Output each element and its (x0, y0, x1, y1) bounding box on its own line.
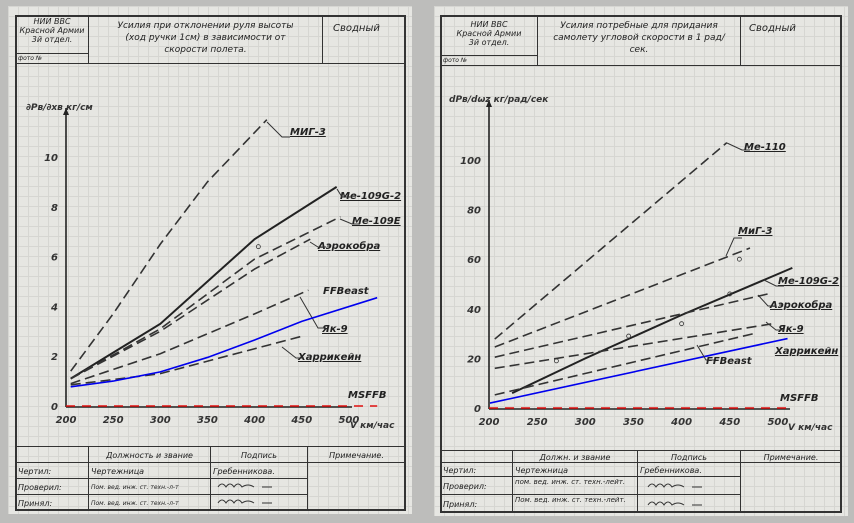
leader-line (757, 294, 776, 307)
y-tick-label: 2 (51, 352, 58, 363)
series-line (70, 296, 378, 388)
y-tick-label: 80 (467, 206, 481, 217)
data-point-marker (679, 321, 684, 327)
series-label: Харрикейн (774, 346, 838, 357)
series-line (489, 337, 788, 404)
org-line: НИИ ВВС (33, 17, 71, 26)
series-label: МИГ-3 (290, 127, 326, 138)
series-line (494, 142, 728, 340)
series-line (70, 216, 341, 380)
series-line (494, 292, 773, 358)
series-line (70, 289, 309, 385)
leader-line (765, 321, 784, 331)
x-tick-label: 350 (623, 417, 644, 428)
series-line (70, 186, 338, 380)
y-axis-arrow (63, 108, 69, 115)
x-tick-label: 300 (575, 417, 596, 428)
y-tick-label: 0 (51, 402, 58, 413)
x-tick-label: 500 (338, 415, 359, 426)
series-label: FFBeast (706, 356, 753, 367)
leader-line (336, 188, 350, 198)
left-sheet (8, 6, 412, 514)
data-point-marker (736, 256, 742, 262)
right-sheet (434, 6, 848, 516)
y-axis-label: dPв/dωz кг/рад/сек (449, 95, 549, 105)
y-tick-label: 8 (51, 203, 58, 214)
x-tick-label: 200 (56, 415, 77, 426)
leader-line (763, 279, 784, 287)
sheet-kind: Сводный (322, 15, 406, 64)
y-tick-label: 10 (44, 153, 58, 164)
x-tick-label: 450 (718, 417, 740, 428)
note-cell (740, 462, 842, 513)
data-point-marker (255, 244, 261, 250)
chart-2: 200 250 300 350 400 450 500 0 20 40 60 80 100 dPв/dωz… (449, 95, 839, 433)
leader-line (281, 346, 304, 359)
series-label: МиГ-3 (738, 226, 772, 237)
x-axis-label: V км/час (350, 421, 395, 431)
y-tick-label: 40 (466, 305, 481, 316)
series-label: MSFFB (348, 390, 386, 401)
signature-scribble (217, 483, 702, 506)
series-label: Аэрокобра (769, 299, 832, 311)
y-axis-arrow (486, 100, 492, 107)
org-line: 3й отдел. (31, 35, 73, 44)
y-tick-label: 0 (474, 404, 481, 415)
y-tick-label: 6 (51, 253, 58, 264)
x-tick-label: 250 (527, 417, 548, 428)
leader-line (299, 296, 326, 329)
y-tick-label: 60 (467, 255, 481, 266)
y-axis-label: ∂Pв/∂xв кг/см (26, 103, 93, 113)
x-tick-label: 450 (290, 415, 312, 426)
org-line: НИИ ВВС (470, 20, 508, 29)
note-cell (307, 462, 406, 511)
leader-line (725, 237, 742, 257)
x-axis-label: V км/час (788, 423, 833, 433)
sheet-kind: Сводный (740, 15, 842, 66)
series-label: Ме-109Е (352, 216, 401, 227)
series-label: FFBeast (323, 286, 370, 297)
series-line (494, 247, 751, 348)
org-line: Красной Армии (456, 29, 522, 38)
y-tick-label: 4 (50, 302, 58, 313)
chart-1: 200 250 300 350 400 450 500 0 2 4 6 8 10 ∂Pв/∂xв кг/с… (26, 103, 401, 431)
x-tick-label: 500 (767, 417, 788, 428)
series-label: Ме-109G-2 (778, 276, 839, 287)
series-label: Як-9 (777, 324, 804, 335)
x-tick-label: 200 (479, 417, 500, 428)
series-line (70, 238, 311, 380)
leader-line (339, 218, 360, 225)
series-label: Аэрокобра (317, 240, 380, 252)
x-tick-label: 250 (103, 415, 124, 426)
series-label: Ме-109G-2 (340, 191, 401, 202)
series-label: Харрикейн (297, 352, 361, 363)
leader-line (266, 121, 290, 138)
data-point-marker (727, 291, 733, 297)
y-tick-label: 20 (467, 354, 481, 365)
leader-line (696, 344, 714, 361)
org-line: 3й отдел. (468, 38, 510, 47)
series-label: Як-9 (321, 324, 348, 335)
series-line (511, 266, 793, 395)
org-line: Красной Армии (19, 26, 85, 35)
x-tick-label: 300 (150, 415, 171, 426)
x-tick-label: 400 (670, 417, 692, 428)
leader-line (309, 241, 326, 248)
series-line (70, 335, 302, 386)
data-point-marker (626, 333, 632, 339)
x-tick-label: 350 (197, 415, 218, 426)
y-tick-label: 100 (460, 156, 481, 167)
x-tick-label: 400 (243, 415, 265, 426)
series-line (70, 119, 268, 372)
series-line (494, 322, 774, 370)
data-point-marker (554, 358, 559, 364)
series-label: MSFFB (780, 393, 818, 404)
series-label: Ме-110 (744, 142, 786, 153)
leader-line (726, 142, 750, 151)
